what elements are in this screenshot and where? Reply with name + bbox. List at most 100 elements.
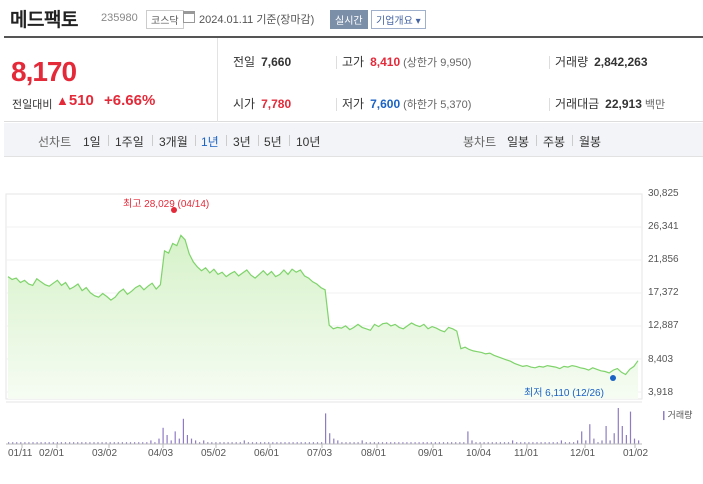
volume-bar [251, 442, 254, 444]
volume-bar [178, 438, 180, 444]
tab-1y[interactable]: 1년 [201, 135, 219, 149]
tab-5y[interactable]: 5년 [264, 135, 282, 149]
volume-bar [577, 440, 579, 444]
x-tick-label: 04/03 [148, 448, 174, 459]
volume-bar [85, 442, 87, 444]
volume-bar [544, 442, 546, 444]
volume-bar [418, 442, 420, 444]
volume-bar [215, 442, 217, 444]
volume-bar [601, 440, 603, 444]
tab-1w[interactable]: 1주일 [115, 135, 144, 149]
volume-bar [386, 442, 388, 444]
low-marker [610, 375, 616, 381]
volume-bar [593, 438, 595, 444]
volume-bar [207, 442, 209, 444]
company-info-button[interactable]: 기업개요 ▾ [371, 10, 426, 29]
volume: 거래량 2,842,263 [555, 55, 648, 69]
volume-bar [117, 442, 119, 444]
volume-bar [8, 442, 10, 444]
volume-bar [491, 442, 493, 444]
volume-bar [597, 442, 599, 444]
volume-bar [64, 442, 67, 444]
volume-bar [532, 442, 534, 444]
x-tick-label: 12/01 [570, 448, 596, 459]
tab-weekly[interactable]: 주봉 [543, 135, 566, 149]
x-tick-label: 02/01 [39, 448, 65, 459]
volume-bar [585, 440, 587, 444]
y-tick-label: 30,825 [648, 188, 679, 199]
volume-bar [142, 442, 144, 444]
volume-bar [589, 424, 591, 444]
y-tick-label: 21,856 [648, 254, 679, 265]
calendar-icon [183, 11, 195, 23]
volume-bar [365, 442, 367, 444]
volume-bar [69, 442, 71, 444]
y-tick-label: 17,372 [648, 287, 679, 298]
volume-bar [361, 440, 363, 444]
tab-1d[interactable]: 1일 [83, 135, 101, 149]
volume-bar [105, 442, 107, 444]
divider [289, 135, 290, 146]
divider [226, 135, 227, 146]
volume-bar [235, 442, 237, 444]
volume-bar [40, 442, 42, 444]
volume-bar [121, 442, 123, 444]
volume-bar [89, 442, 91, 444]
volume-bar [166, 435, 168, 444]
volume-bar [109, 442, 111, 444]
volume-bar [548, 442, 550, 444]
volume-bar [573, 442, 575, 444]
volume-bar [97, 442, 99, 444]
volume-bar [288, 442, 290, 444]
volume-bar [377, 442, 380, 444]
tab-monthly[interactable]: 월봉 [579, 135, 602, 149]
volume-bar [556, 442, 558, 444]
x-tick-label: 01/11 [8, 448, 33, 459]
tab-3m[interactable]: 3개월 [159, 135, 188, 149]
volume-bar [134, 442, 136, 444]
volume-bar [398, 442, 400, 444]
volume-bar [199, 442, 201, 444]
volume-bar [507, 442, 510, 444]
volume-bar [426, 442, 428, 444]
volume-bar [438, 442, 440, 444]
chart-tabs: 선차트 1일 1주일 3개월 1년 3년 5년 10년 봉차트 일봉 주봉 월봉 [4, 123, 703, 157]
up-triangle-icon: ▲ [56, 93, 69, 108]
volume-bar [337, 440, 339, 444]
divider [572, 135, 573, 146]
price-change: ▲510 [56, 92, 94, 109]
volume-bar [264, 442, 266, 444]
volume-bar [633, 438, 636, 444]
realtime-button[interactable]: 실시간 [330, 10, 368, 29]
divider [258, 135, 259, 146]
volume-bar [276, 442, 278, 444]
volume-bar [93, 442, 95, 444]
volume-bar [247, 442, 249, 444]
volume-bar [422, 442, 424, 444]
volume-bar [129, 442, 132, 444]
quote-panel: 8,170 전일대비 ▲510 +6.66% 전일 7,660 고가 8,410 (상… [4, 36, 703, 122]
volume-bar [170, 440, 172, 444]
tab-3y[interactable]: 3년 [233, 135, 251, 149]
volume-bar [158, 438, 160, 444]
volume-bar [292, 442, 294, 444]
volume-bar [32, 442, 34, 444]
volume-bar [487, 442, 489, 444]
market-badge: 코스닥 [146, 10, 184, 29]
volume-bar [316, 442, 319, 444]
volume-bar [28, 442, 30, 444]
volume-bar [146, 442, 148, 444]
tab-10y[interactable]: 10년 [296, 135, 321, 149]
volume-bar [617, 408, 619, 444]
volume-bar [280, 442, 282, 444]
volume-bar [12, 442, 14, 444]
tab-daily[interactable]: 일봉 [507, 135, 530, 149]
volume-bar [345, 442, 347, 444]
volume-bar [390, 442, 392, 444]
divider [549, 98, 550, 111]
x-tick-label: 11/01 [514, 448, 539, 459]
x-tick-label: 06/01 [254, 448, 280, 459]
volume-bar [455, 442, 457, 444]
volume-bar [73, 442, 75, 444]
y-tick-label: 3,918 [648, 387, 674, 398]
